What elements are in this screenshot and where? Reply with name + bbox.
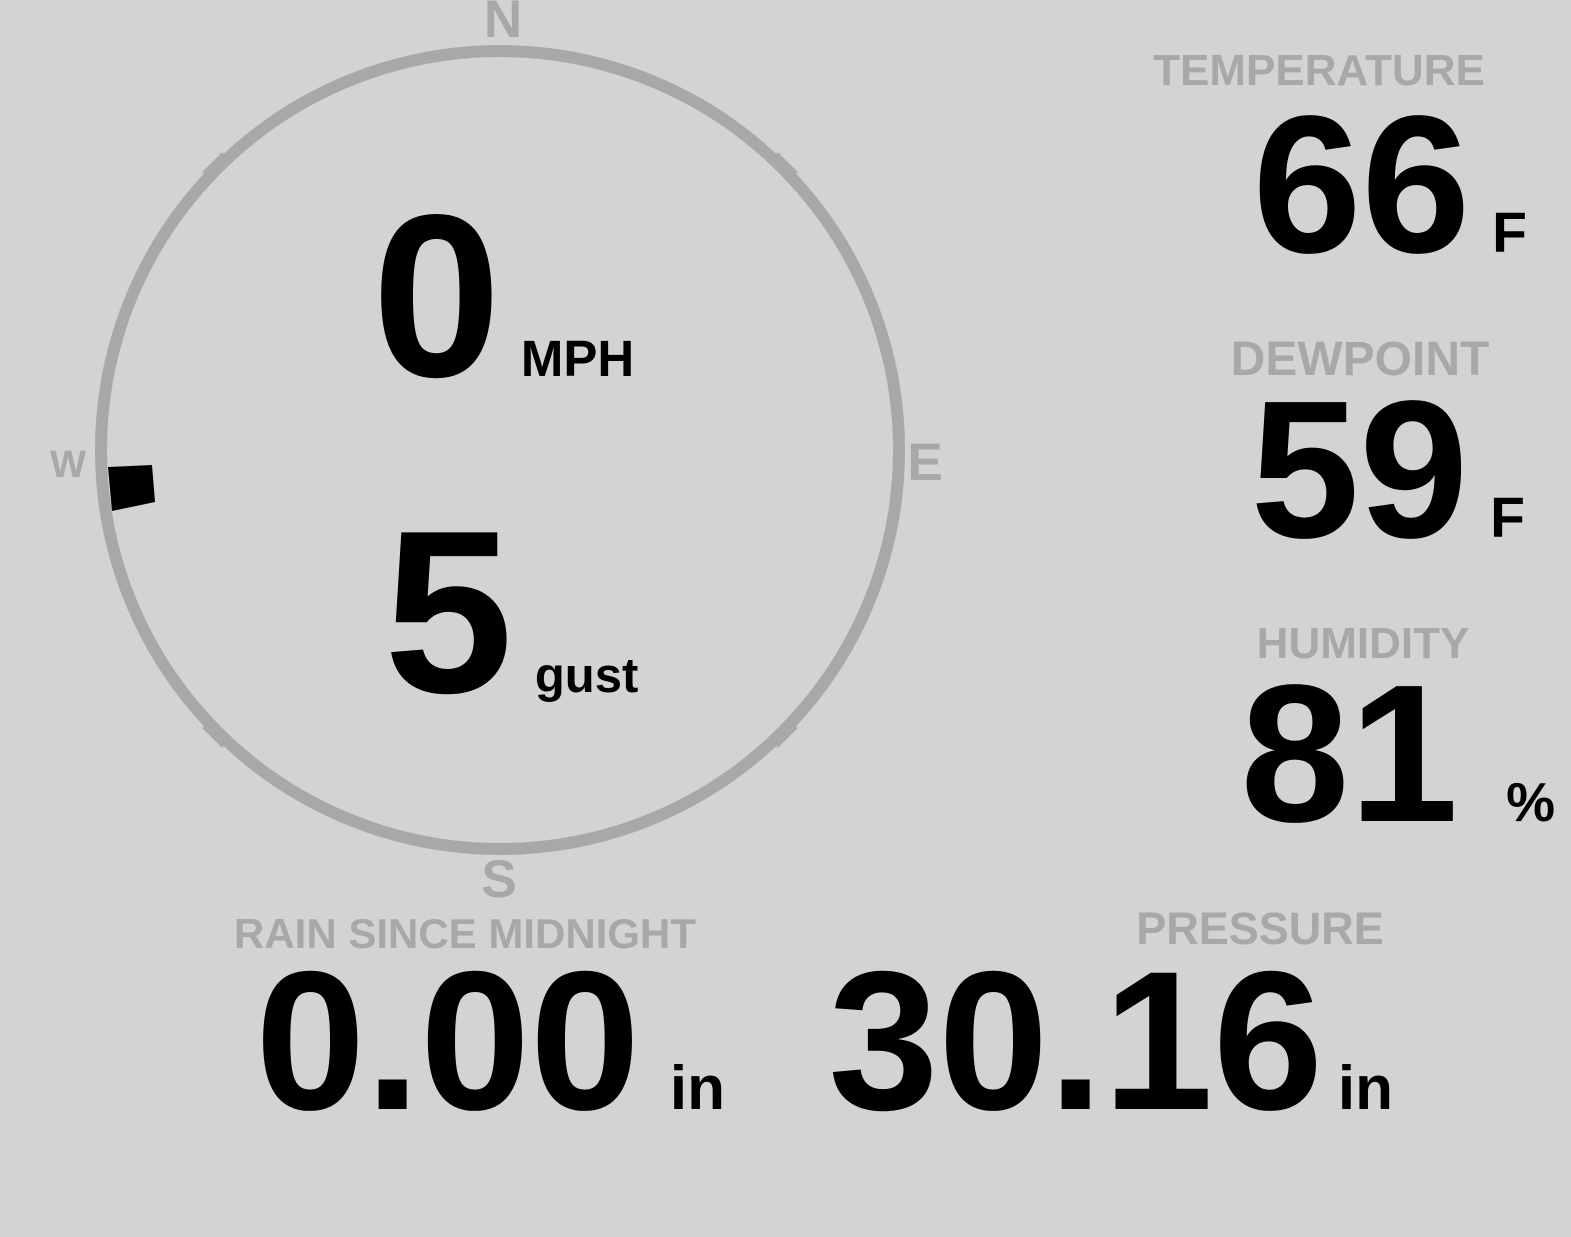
wind-speed: 0 MPH (372, 181, 634, 413)
compass-label-east: E (907, 433, 943, 492)
pressure-header: PRESSURE (1136, 903, 1384, 954)
pressure-unit: in (1337, 1054, 1393, 1123)
rain-unit: in (669, 1054, 725, 1123)
dewpoint-header: DEWPOINT (1230, 333, 1490, 386)
dewpoint-unit: F (1490, 486, 1525, 550)
humidity-reading: 81 % (1240, 656, 1555, 852)
dewpoint-reading: 59 F (1251, 372, 1525, 568)
pressure-reading: 30.16 in (828, 942, 1393, 1140)
temperature-header: TEMPERATURE (1153, 46, 1485, 95)
humidity-header: HUMIDITY (1256, 619, 1470, 668)
wind-gust: 5 gust (384, 497, 638, 729)
humidity-value: 81 (1240, 644, 1459, 863)
compass-tick-ne (769, 152, 798, 181)
rain-value: 0.00 (255, 930, 640, 1151)
rain-header: RAIN SINCE MIDNIGHT (234, 910, 696, 957)
pressure-value: 30.16 (828, 930, 1323, 1151)
dewpoint-value: 59 (1250, 360, 1469, 579)
compass-ring (95, 45, 905, 855)
wind-speed-unit: MPH (520, 330, 635, 387)
rain-reading: 0.00 in (255, 942, 725, 1140)
humidity-unit: % (1506, 771, 1555, 833)
temperature-unit: F (1492, 201, 1527, 265)
temperature-reading: 66 F (1253, 87, 1527, 283)
compass-tick-sw (202, 719, 231, 748)
compass-label-south: S (481, 850, 517, 909)
compass-tick-se (769, 719, 798, 748)
compass-tick-nw (202, 152, 231, 181)
wind-speed-value: 0 (372, 167, 501, 426)
wind-gust-value: 5 (384, 483, 513, 742)
wind-gust-unit: gust (534, 649, 639, 703)
wind-direction-marker-icon (108, 465, 155, 511)
temperature-value: 66 (1252, 75, 1471, 294)
compass-label-west: W (50, 444, 86, 486)
compass-label-north: N (483, 0, 523, 49)
